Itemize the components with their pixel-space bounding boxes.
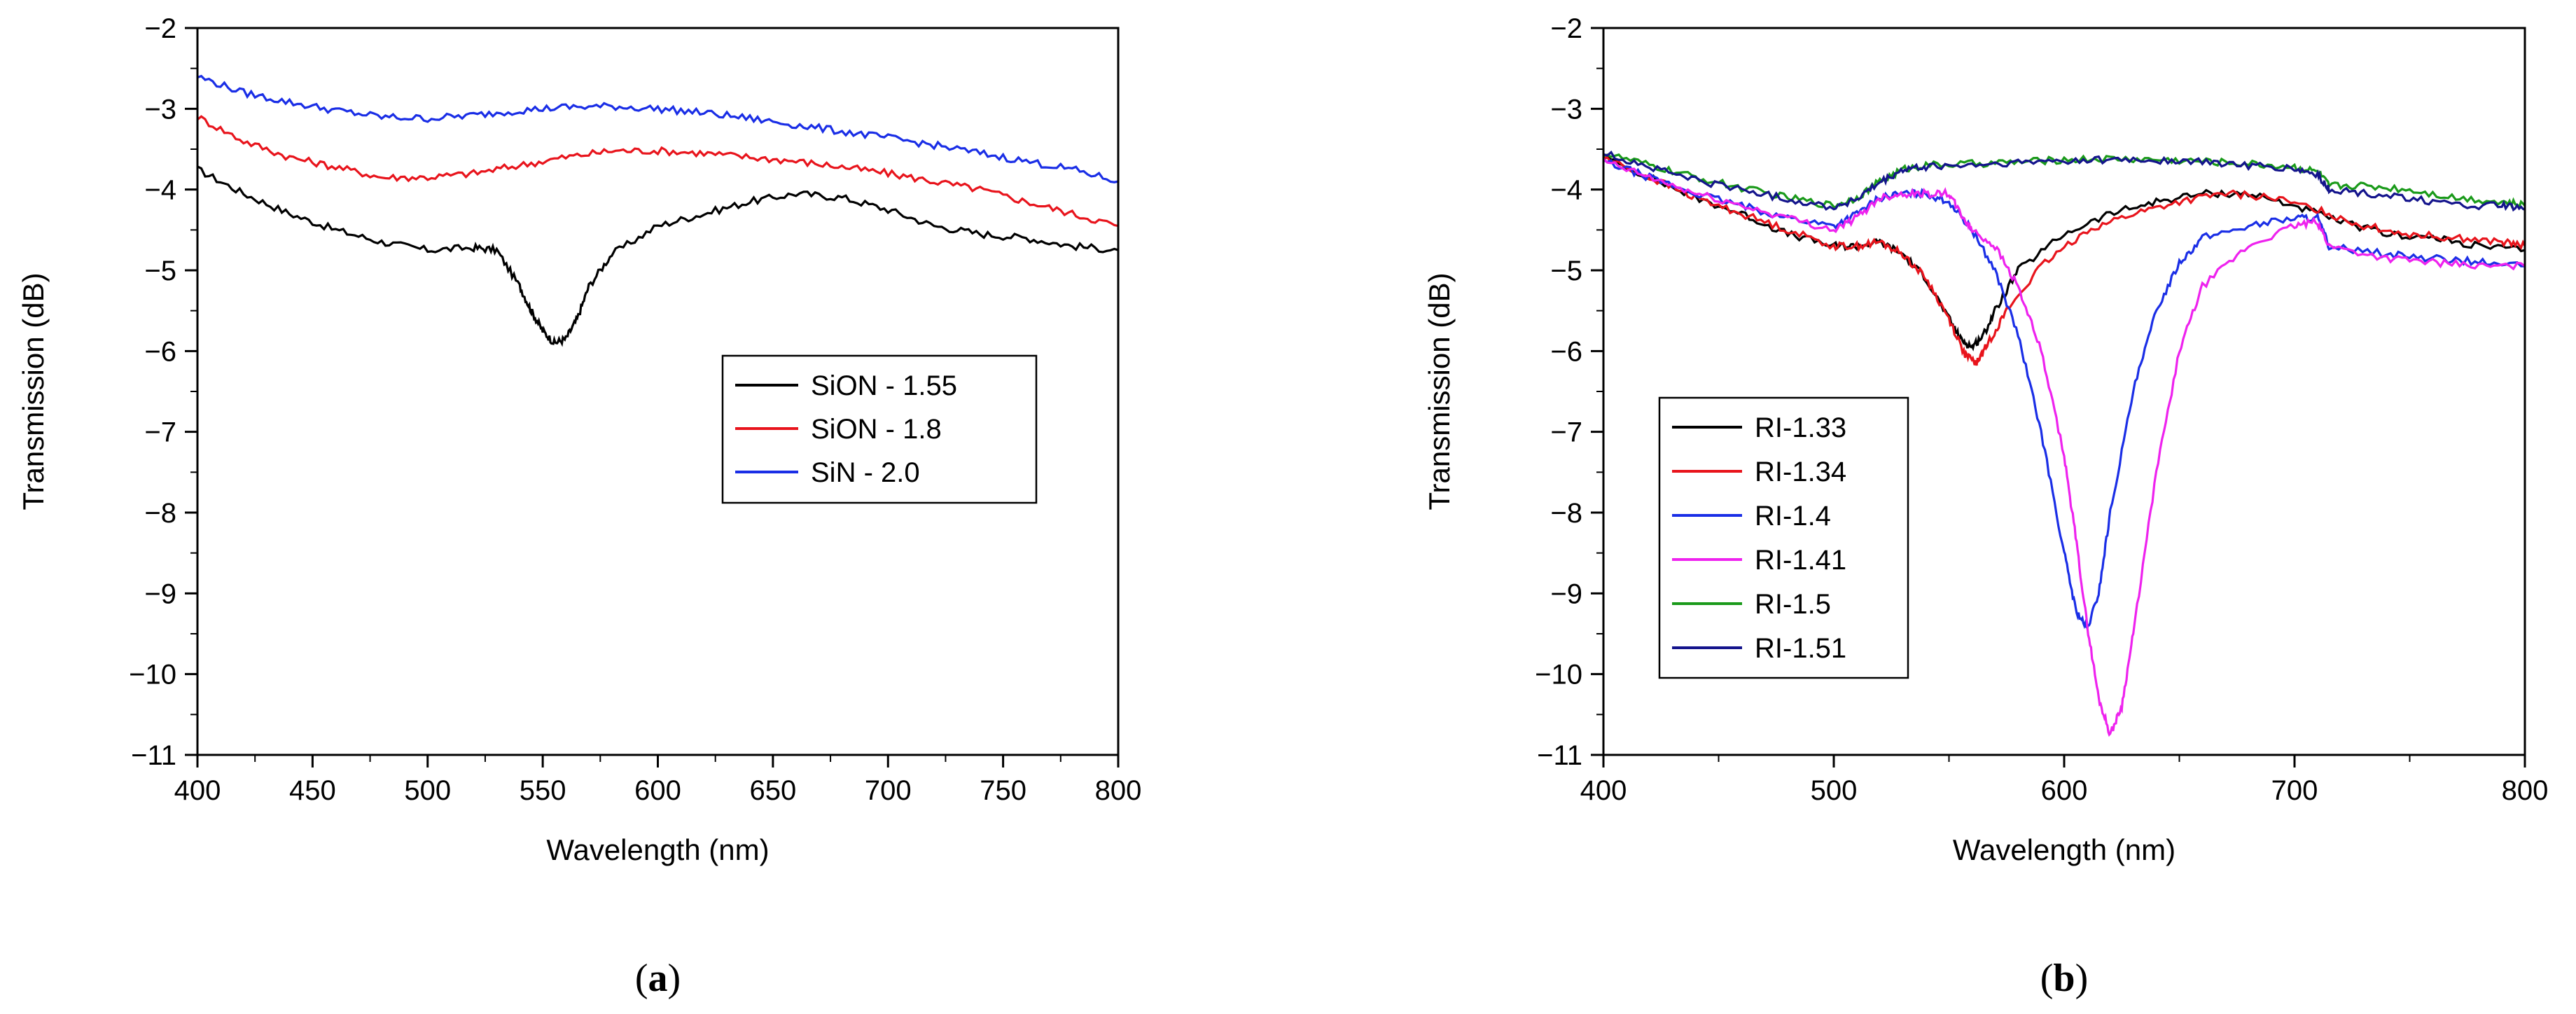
series-line-ri-1-5 [1603,153,2525,210]
y-tick-label: −6 [144,336,176,367]
y-tick-label: −11 [1537,740,1582,771]
x-tick-label: 800 [1095,775,1142,806]
y-tick-label: −5 [1550,256,1582,286]
x-tick-label: 700 [865,775,912,806]
panel-label: (a) [635,957,681,1000]
legend-label: SiON - 1.8 [811,414,942,445]
legend-label: RI-1.34 [1755,457,1846,487]
y-tick-label: −2 [144,13,176,44]
series-line-ri-1-34 [1603,156,2525,366]
y-tick-label: −2 [1550,13,1582,44]
y-axis-label: Transmission (dB) [17,272,50,510]
x-tick-label: 400 [1580,775,1627,806]
legend-label: RI-1.4 [1755,501,1831,532]
x-tick-label: 800 [2502,775,2549,806]
x-tick-label: 450 [289,775,336,806]
y-axis-label: Transmission (dB) [1423,272,1456,510]
series-line-sion-1-55 [197,165,1118,347]
y-tick-label: −5 [144,256,176,286]
legend-label: RI-1.51 [1755,633,1846,664]
series-line-ri-1-33 [1603,155,2525,352]
x-tick-label: 550 [520,775,566,806]
chart-panel-a: 400 450 500 550 600 650 700 750 800 −2 −3 −4 −5 −6 −7 −… [17,13,1141,1000]
x-tick-label: 600 [2041,775,2088,806]
y-tick-label: −7 [1550,417,1582,448]
x-tick-label: 600 [634,775,681,806]
y-tick-label: −11 [131,740,176,771]
x-tick-label: 500 [1811,775,1858,806]
y-tick-label: −10 [129,660,176,690]
x-tick-label: 700 [2271,775,2318,806]
x-tick-label: 650 [750,775,797,806]
y-tick-label: −3 [144,94,176,125]
y-tick-label: −8 [1550,498,1582,529]
x-tick-label: 400 [174,775,221,806]
legend-label: SiON - 1.55 [811,370,957,401]
series-line-sion-1-8 [197,115,1118,228]
y-tick-label: −4 [144,175,176,206]
x-axis-label: Wavelength (nm) [1953,833,2175,866]
y-tick-label: −4 [1550,175,1582,206]
legend: RI-1.33 RI-1.34 RI-1.4 RI-1.41 RI-1.5 RI-1.51 [1658,396,1909,679]
y-tick-label: −6 [1550,336,1582,367]
x-axis-label: Wavelength (nm) [546,833,769,866]
y-tick-label: −7 [144,417,176,448]
panel-label: (b) [2040,957,2088,1000]
series-line-ri-1-51 [1603,150,2525,212]
y-tick-label: −8 [144,498,176,529]
legend-box [1658,396,1909,679]
legend-label: RI-1.41 [1755,545,1846,576]
series-line-ri-1-41 [1603,158,2525,737]
legend: SiON - 1.55 SiON - 1.8 SiN - 2.0 [721,354,1038,504]
y-tick-label: −9 [1550,578,1582,609]
y-tick-label: −9 [144,578,176,609]
series-line-sin-2-0 [197,74,1118,183]
legend-label: RI-1.33 [1755,412,1846,443]
legend-label: RI-1.5 [1755,589,1831,620]
y-tick-label: −10 [1535,660,1582,690]
legend-label: SiN - 2.0 [811,457,920,488]
x-tick-label: 500 [404,775,451,806]
y-tick-label: −3 [1550,94,1582,125]
x-tick-label: 750 [980,775,1026,806]
chart-panel-b: 400 500 600 700 800 −2 −3 −4 −5 −6 −7 −8 −9 −10 −11 Wav… [1423,13,2548,1000]
